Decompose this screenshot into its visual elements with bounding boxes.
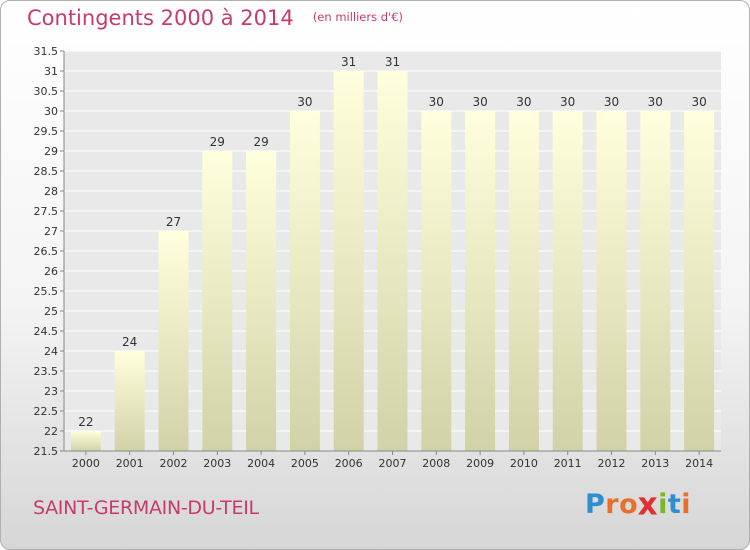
bar-2000 — [70, 431, 101, 451]
bar-2002 — [158, 231, 189, 451]
x-tick-label-2009: 2009 — [466, 457, 494, 470]
y-tick-label: 26 — [44, 265, 58, 278]
bar-2001 — [114, 351, 145, 451]
bar-2007 — [377, 71, 408, 451]
x-tick-label-2002: 2002 — [160, 457, 188, 470]
bar-2010 — [508, 111, 539, 451]
logo-letter: t — [667, 489, 682, 520]
y-tick-label: 23.5 — [34, 365, 59, 378]
bar-2004 — [246, 151, 277, 451]
y-axis-ticks: 21.5 22 22.5 23 23.5 24 24.5 25 25.5 26 26.5 27 27.5… — [34, 45, 64, 458]
data-label-2012: 30 — [604, 95, 619, 109]
y-tick-label: 24.5 — [34, 325, 59, 338]
chart-subtitle: (en milliers d'€) — [312, 10, 404, 24]
y-tick-label: 31 — [44, 65, 58, 78]
x-tick-label-2014: 2014 — [685, 457, 713, 470]
data-label-2007: 31 — [385, 55, 400, 69]
y-tick-label: 28.5 — [34, 165, 59, 178]
x-tick-label-2004: 2004 — [247, 457, 275, 470]
y-tick-label: 30.5 — [34, 85, 59, 98]
y-tick-label: 27 — [44, 225, 58, 238]
data-label-2009: 30 — [472, 95, 487, 109]
bar-2011 — [552, 111, 583, 451]
y-tick-label: 27.5 — [34, 205, 59, 218]
y-tick-label: 25 — [44, 305, 58, 318]
y-tick-label: 30 — [44, 105, 58, 118]
bar-2006 — [333, 71, 364, 451]
x-tick-label-2001: 2001 — [116, 457, 144, 470]
data-label-2006: 31 — [341, 55, 356, 69]
data-label-2011: 30 — [560, 95, 575, 109]
x-tick-label-2008: 2008 — [422, 457, 450, 470]
data-label-2000: 22 — [78, 415, 93, 429]
y-tick-label: 22.5 — [34, 405, 59, 418]
x-tick-label-2013: 2013 — [641, 457, 669, 470]
data-labels: 22 24 27 29 29 30 31 31 30 30 30 30 30 30 30 — [78, 55, 706, 429]
x-tick-label-2005: 2005 — [291, 457, 319, 470]
x-tick-label-2006: 2006 — [335, 457, 363, 470]
data-label-2004: 29 — [253, 135, 268, 149]
commune-name: SAINT-GERMAIN-DU-TEIL — [33, 497, 259, 519]
logo-letter: P — [585, 489, 606, 520]
data-label-2003: 29 — [210, 135, 225, 149]
x-tick-label-2011: 2011 — [554, 457, 582, 470]
logo-letter: i — [681, 489, 692, 520]
title-row: Contingents 2000 à 2014 (en milliers d'€… — [27, 6, 403, 30]
y-tick-label: 28 — [44, 185, 58, 198]
data-label-2008: 30 — [429, 95, 444, 109]
bar-2003 — [202, 151, 233, 451]
logo-letter: i — [658, 489, 668, 520]
data-label-2014: 30 — [691, 95, 706, 109]
y-tick-label: 21.5 — [34, 445, 59, 458]
y-tick-label: 22 — [44, 425, 58, 438]
y-tick-label: 31.5 — [34, 45, 59, 58]
x-axis-ticks: 2000 2001 2002 2003 2004 2005 2006 2007 2008 2009… — [72, 451, 713, 470]
data-label-2002: 27 — [166, 215, 181, 229]
proxiti-logo: Proxiti — [585, 486, 692, 523]
x-tick-label-2007: 2007 — [379, 457, 407, 470]
bar-2014 — [684, 111, 715, 451]
bar-2009 — [465, 111, 496, 451]
bar-2013 — [640, 111, 671, 451]
x-tick-label-2000: 2000 — [72, 457, 100, 470]
y-tick-label: 29.5 — [34, 125, 59, 138]
data-label-2013: 30 — [648, 95, 663, 109]
logo-letter: o — [619, 489, 639, 520]
y-tick-label: 29 — [44, 145, 58, 158]
bar-2012 — [596, 111, 627, 451]
chart-title: Contingents 2000 à 2014 — [27, 6, 294, 30]
y-tick-label: 25.5 — [34, 285, 59, 298]
x-tick-label-2012: 2012 — [598, 457, 626, 470]
y-tick-label: 23 — [44, 385, 58, 398]
bars — [70, 71, 715, 451]
bar-2008 — [421, 111, 452, 451]
logo-letter: x — [637, 486, 659, 523]
logo-letter: r — [605, 489, 620, 520]
data-label-2005: 30 — [297, 95, 312, 109]
y-tick-label: 26.5 — [34, 245, 59, 258]
x-tick-label-2003: 2003 — [203, 457, 231, 470]
data-label-2010: 30 — [516, 95, 531, 109]
bar-2005 — [289, 111, 320, 451]
x-tick-label-2010: 2010 — [510, 457, 538, 470]
y-tick-label: 24 — [44, 345, 58, 358]
data-label-2001: 24 — [122, 335, 137, 349]
